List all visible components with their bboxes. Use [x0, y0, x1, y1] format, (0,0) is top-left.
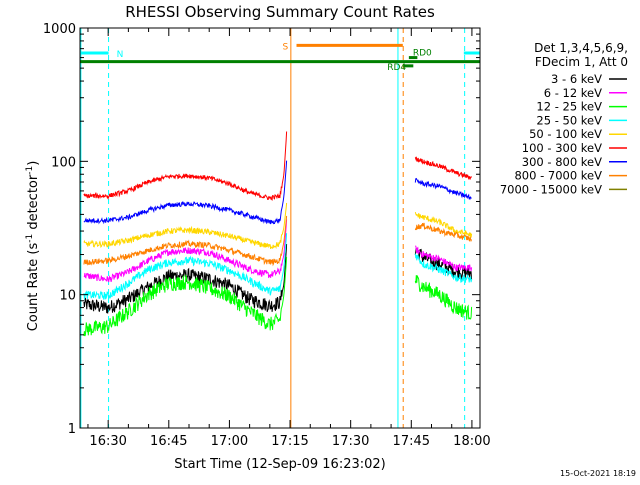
- y-axis-label-sup1: -1: [25, 234, 35, 243]
- y-axis-label-end: ): [26, 161, 41, 166]
- y-axis-label: Count Rate (s-1 detector-1): [25, 161, 41, 332]
- legend-entry-label: 25 - 50 keV: [536, 113, 602, 127]
- footer-date: 15-Oct-2021 18:19: [560, 469, 636, 478]
- series-line-6-12-kev: [83, 219, 288, 283]
- x-tick-label: 17:15: [271, 434, 308, 449]
- series-line-post-25-50-kev: [414, 253, 473, 283]
- chart-title: RHESSI Observing Summary Count Rates: [125, 3, 435, 21]
- legend-entry-label: 100 - 300 keV: [522, 141, 602, 155]
- series-line-300-800-kev: [83, 160, 288, 225]
- x-axis-label: Start Time (12-Sep-09 16:23:02): [174, 457, 385, 472]
- legend-entry-label: 7000 - 15000 keV: [500, 182, 602, 196]
- x-tick-label: 18:00: [453, 434, 490, 449]
- legend-entry-label: 800 - 7000 keV: [514, 169, 602, 183]
- legend-entry-label: 3 - 6 keV: [551, 72, 602, 86]
- series-line-post-100-300-kev: [414, 156, 473, 181]
- y-axis-label-sup2: -1: [25, 166, 35, 175]
- series-line-post-6-12-kev: [414, 245, 473, 272]
- series-line-post-800-7000-kev: [414, 222, 473, 243]
- y-tick-label: 100: [51, 155, 76, 170]
- y-tick-label: 1000: [43, 22, 76, 37]
- x-tick-label: 16:45: [150, 434, 187, 449]
- x-tick-label: 16:30: [89, 434, 126, 449]
- series-line-100-300-kev: [83, 131, 288, 201]
- y-axis-label-mid: detector: [26, 174, 41, 234]
- series-line-50-100-kev: [83, 202, 288, 250]
- state-label-rd0: RD0: [413, 49, 432, 59]
- x-tick-label: 17:30: [332, 434, 369, 449]
- y-axis-label-main: Count Rate (s: [26, 243, 41, 332]
- y-tick-label: 1: [68, 422, 76, 437]
- state-label-s: S: [283, 42, 289, 52]
- plot-frame: [79, 27, 481, 429]
- x-tick-label: 17:00: [211, 434, 248, 449]
- series-line-post-300-800-kev: [414, 177, 472, 201]
- x-tick-label: 17:45: [393, 434, 430, 449]
- y-tick-label: 10: [59, 289, 76, 304]
- series-line-post-50-100-kev: [414, 211, 473, 238]
- legend-entry-label: 300 - 800 keV: [522, 155, 602, 169]
- series-line-post-12-25-kev: [414, 275, 473, 320]
- data-layer: N S RD4 RD0: [80, 28, 480, 428]
- series-line-25-50-kev: [83, 233, 288, 301]
- state-label-rd4: RD4: [387, 63, 406, 73]
- legend-entry-label: 50 - 100 keV: [529, 127, 602, 141]
- legend-header-line1: Det 1,3,4,5,6,9,: [534, 41, 628, 55]
- legend-entry-label: 6 - 12 keV: [544, 86, 602, 100]
- legend-entry-label: 12 - 25 keV: [536, 100, 602, 114]
- series-line-800-7000-kev: [83, 215, 288, 267]
- axes-layer: 16:30 16:45 17:00 17:15 17:30 17:45 18:00 1 10 10…: [43, 22, 491, 449]
- legend-header-line2: FDecim 1, Att 0: [535, 55, 628, 69]
- state-label-n: N: [117, 50, 124, 60]
- series-line-12-25-kev: [83, 256, 288, 337]
